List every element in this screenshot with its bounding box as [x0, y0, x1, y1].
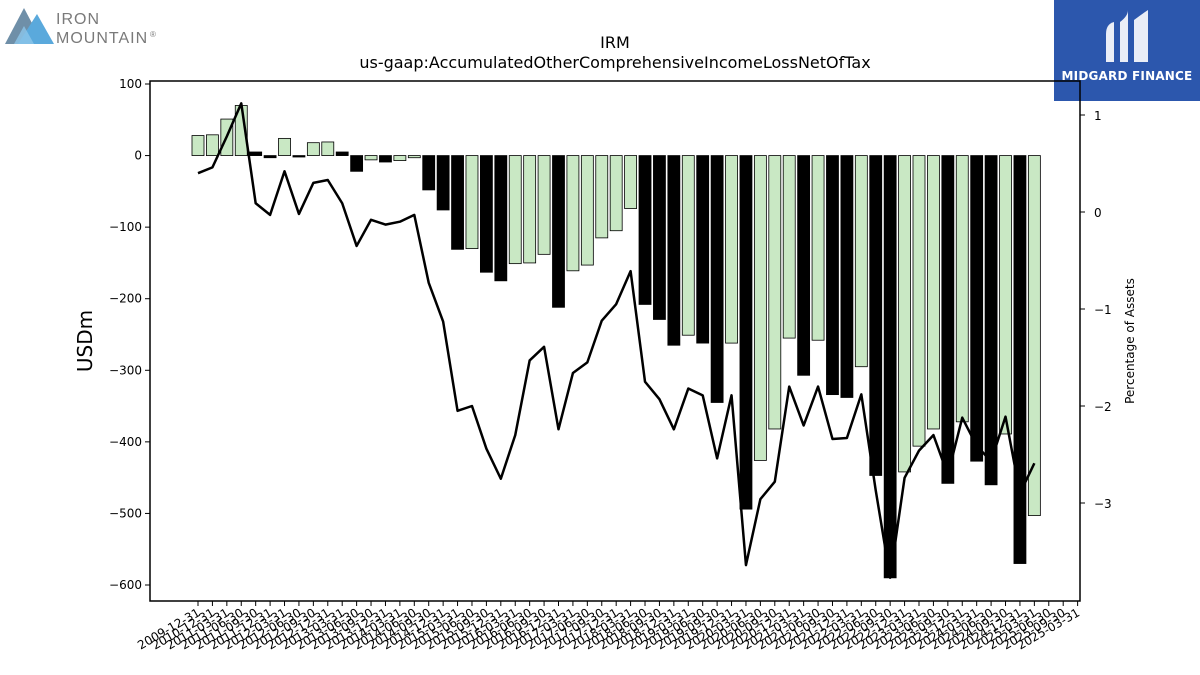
- bar-2018-03-31: [667, 155, 681, 346]
- bar-2011-09-30: [292, 155, 306, 158]
- bar-2022-12-31: [941, 155, 955, 484]
- chart-title: IRM: [600, 33, 630, 52]
- bar-2016-12-31: [595, 155, 609, 239]
- y2-tick-label: 1: [1094, 109, 1102, 123]
- bar-2010-03-31: [206, 134, 219, 156]
- plot-frame: [149, 80, 1081, 602]
- bar-2011-03-31: [263, 155, 277, 159]
- bar-2020-12-31: [826, 155, 839, 396]
- bar-2012-09-30: [350, 155, 364, 172]
- bar-2017-06-30: [624, 155, 637, 209]
- bar-2015-06-30: [508, 155, 522, 265]
- bar-2018-12-31: [710, 155, 724, 403]
- bar-2023-03-31: [955, 155, 969, 423]
- bar-2011-06-30: [278, 137, 291, 156]
- bar-2014-12-31: [479, 155, 493, 273]
- y2-axis-label: Percentage of Assets: [1123, 278, 1137, 404]
- line-series: [197, 102, 1036, 579]
- bar-series: [191, 105, 1041, 579]
- percentage-of-assets-line: [197, 102, 1036, 579]
- bar-2020-03-31: [782, 155, 796, 339]
- bar-2017-03-31: [609, 155, 623, 232]
- bar-2024-03-31: [1013, 155, 1027, 564]
- chart-subtitle: us-gaap:AccumulatedOtherComprehensiveInc…: [359, 53, 870, 72]
- bar-2009-12-31: [191, 135, 205, 156]
- bar-2017-12-31: [653, 155, 666, 320]
- bar-2012-06-30: [335, 151, 349, 156]
- y-axis-right: 1 0 −1 −2 −3: [1080, 109, 1112, 511]
- bar-2018-09-30: [696, 155, 710, 344]
- y-axis-left: 100 0 −100 −200 −300 −400 −500 −600: [109, 77, 150, 592]
- bar-2015-09-30: [523, 155, 537, 264]
- midgard-mark-icon: [1106, 10, 1148, 62]
- bar-2014-03-31: [436, 155, 450, 211]
- bar-2021-09-30: [869, 155, 883, 476]
- bar-2021-12-31: [883, 155, 897, 579]
- bar-2019-09-30: [753, 155, 767, 461]
- bar-2020-06-30: [797, 155, 811, 376]
- y2-tick-label: −3: [1094, 497, 1112, 511]
- bar-2013-06-30: [393, 155, 407, 161]
- bar-2019-12-31: [768, 155, 782, 430]
- bar-2012-03-31: [321, 141, 335, 156]
- bar-2020-09-30: [811, 155, 825, 341]
- bar-2023-09-30: [984, 155, 998, 486]
- y2-tick-label: −1: [1094, 303, 1112, 317]
- y-tick-label: −100: [109, 220, 142, 234]
- bar-2023-12-31: [999, 155, 1012, 435]
- bar-2013-03-31: [379, 155, 392, 163]
- bar-2013-12-31: [422, 155, 436, 191]
- bar-2011-12-31: [306, 142, 320, 156]
- y2-tick-label: −2: [1094, 400, 1112, 414]
- bar-2014-09-30: [465, 155, 479, 250]
- logo-text-line2: MOUNTAIN: [56, 30, 148, 47]
- logo-registered-mark: ®: [150, 30, 156, 39]
- bar-2021-03-31: [840, 155, 854, 398]
- y2-tick-label: 0: [1094, 206, 1102, 220]
- bar-2017-09-30: [638, 155, 652, 305]
- company-logo: IRON MOUNTAIN ®: [4, 4, 174, 48]
- bar-2012-12-31: [364, 155, 378, 161]
- bar-2022-03-31: [898, 155, 911, 473]
- bar-2022-06-30: [912, 155, 926, 447]
- y-tick-label: −400: [109, 435, 142, 449]
- bar-2022-09-30: [927, 155, 940, 430]
- x-axis: 2009-12-312010-12-312011-03-312011-06-30…: [135, 601, 1082, 652]
- bar-2016-09-30: [580, 155, 594, 266]
- bar-2019-06-30: [739, 155, 753, 510]
- y-tick-label: −200: [109, 292, 142, 306]
- y-tick-label: −600: [109, 578, 142, 592]
- bar-2013-09-30: [407, 155, 421, 159]
- y-axis-label: USDm: [73, 310, 97, 372]
- bar-2015-12-31: [537, 155, 551, 255]
- bar-2015-03-31: [494, 155, 508, 282]
- watermark-logo: MIDGARD FINANCE: [1054, 0, 1200, 101]
- bar-2019-03-31: [725, 155, 738, 344]
- watermark-brand-text: MIDGARD FINANCE: [1061, 69, 1193, 83]
- y-tick-label: 100: [119, 77, 142, 91]
- bar-2016-06-30: [566, 155, 580, 272]
- logo-text-line1: IRON: [56, 11, 100, 28]
- bar-2014-06-30: [451, 155, 464, 250]
- bar-2010-12-31: [249, 151, 263, 156]
- y-tick-label: −500: [109, 506, 142, 520]
- bar-2016-03-31: [552, 155, 565, 308]
- bar-2018-06-30: [681, 155, 695, 336]
- y-tick-label: −300: [109, 363, 142, 377]
- bar-2024-06-30: [1027, 155, 1041, 516]
- y-tick-label: 0: [134, 149, 142, 163]
- bar-2021-06-30: [854, 155, 868, 368]
- bar-2023-06-30: [970, 155, 984, 462]
